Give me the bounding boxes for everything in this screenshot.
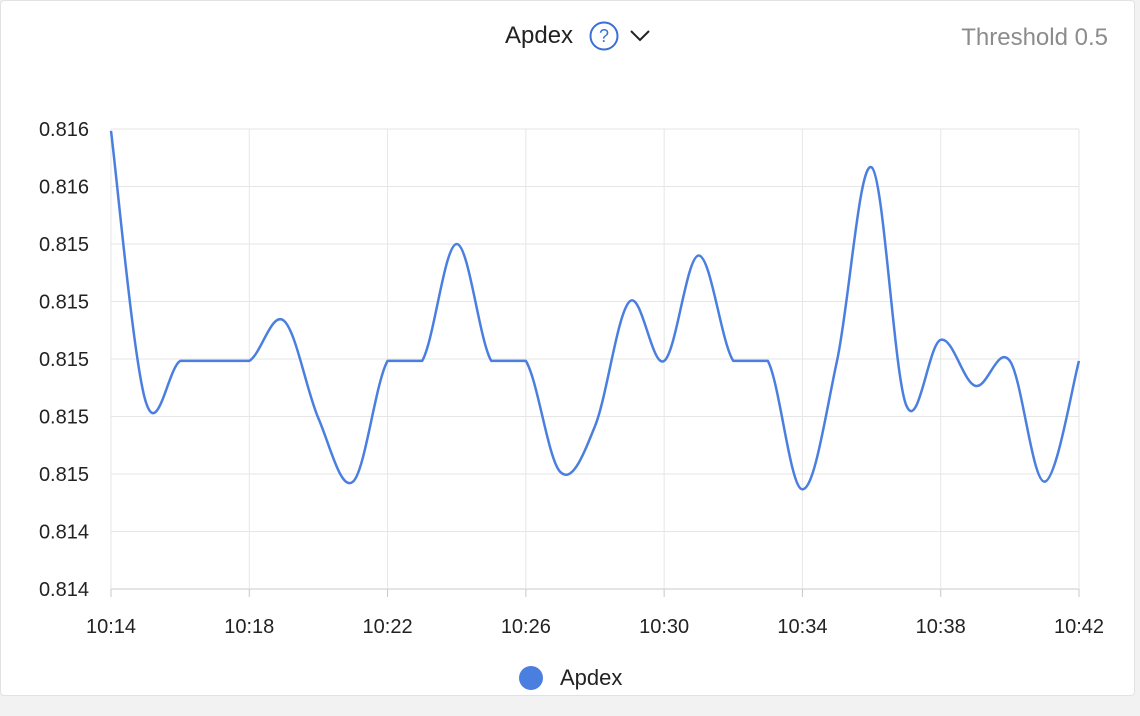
threshold-label: Threshold 0.5	[961, 24, 1108, 51]
legend-marker	[519, 666, 543, 690]
x-tick-label: 10:22	[363, 616, 413, 638]
panel-header: Apdex ? Threshold 0.5	[1, 13, 1134, 59]
y-tick-label: 0.815	[39, 349, 89, 371]
x-tick-label: 10:38	[916, 616, 966, 638]
question-circle-icon[interactable]: ?	[589, 21, 619, 51]
chart-title: Apdex	[505, 22, 574, 49]
y-tick-label: 0.814	[39, 579, 89, 601]
x-tick-label: 10:18	[224, 616, 274, 638]
legend-label: Apdex	[560, 665, 623, 690]
x-tick-label: 10:26	[501, 616, 551, 638]
y-tick-label: 0.815	[39, 234, 89, 256]
x-tick-label: 10:30	[639, 616, 689, 638]
y-tick-label: 0.815	[39, 292, 89, 314]
apdex-panel: Apdex ? Threshold 0.5 0.814 0.814 0.815 0.8…	[0, 0, 1135, 696]
apdex-series-line	[109, 130, 1081, 491]
line-chart: 0.814 0.814 0.815 0.815 0.815 0.815 0.815 0.816…	[39, 119, 1104, 638]
y-tick-label: 0.816	[39, 119, 89, 141]
x-tick-label: 10:34	[777, 616, 827, 638]
y-tick-label: 0.816	[39, 177, 89, 199]
chevron-down-icon[interactable]	[629, 25, 651, 47]
y-tick-label: 0.815	[39, 464, 89, 486]
x-tick-label: 10:42	[1054, 616, 1104, 638]
y-tick-label: 0.815	[39, 407, 89, 429]
y-tick-label: 0.814	[39, 522, 89, 544]
x-tick-label: 10:14	[86, 616, 136, 638]
legend-item-apdex[interactable]: Apdex	[519, 665, 622, 691]
title-group: Apdex ?	[505, 19, 651, 53]
svg-text:?: ?	[599, 26, 609, 46]
